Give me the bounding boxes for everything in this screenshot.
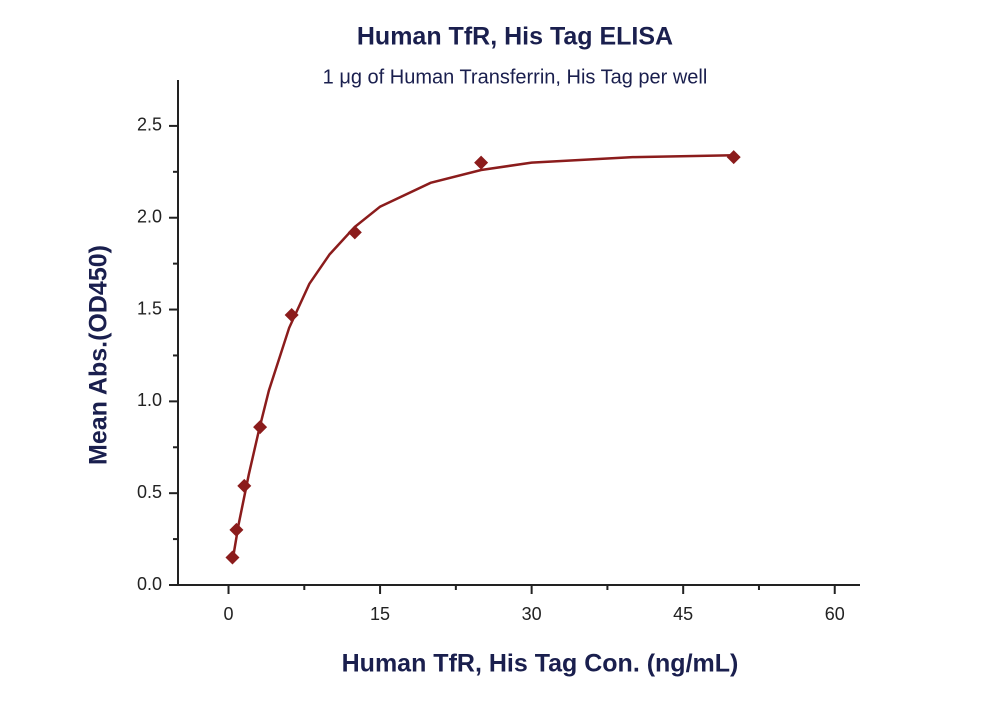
y-tick-label: 2.0 (137, 206, 162, 226)
chart-title: Human TfR, His Tag ELISA (357, 23, 673, 51)
chart-subtitle: 1 μg of Human Transferrin, His Tag per w… (323, 66, 708, 88)
y-tick-label: 1.0 (137, 390, 162, 410)
data-point (253, 420, 268, 435)
fit-curve (231, 154, 734, 562)
data-point (229, 522, 244, 537)
x-tick-label: 0 (224, 604, 234, 624)
data-point (347, 225, 362, 240)
y-tick-label: 1.5 (137, 298, 162, 318)
data-point (237, 478, 252, 493)
x-tick-label: 45 (673, 604, 693, 624)
x-tick-label: 60 (825, 604, 845, 624)
y-axis-label: Mean Abs.(OD450) (85, 245, 113, 465)
y-tick-label: 0.0 (137, 574, 162, 594)
data-point (284, 308, 299, 323)
data-point (726, 150, 741, 165)
y-tick-label: 2.5 (137, 115, 162, 135)
x-tick-label: 30 (522, 604, 542, 624)
data-point (225, 550, 240, 565)
y-tick-label: 0.5 (137, 482, 162, 502)
x-tick-label: 15 (370, 604, 390, 624)
x-axis-label: Human TfR, His Tag Con. (ng/mL) (342, 650, 739, 678)
data-point (474, 155, 489, 170)
